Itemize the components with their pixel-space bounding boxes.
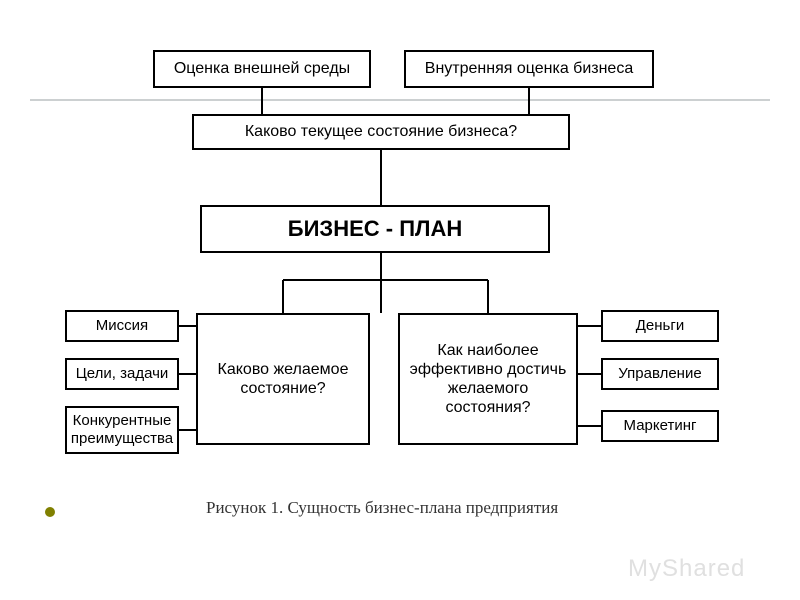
figure-caption: Рисунок 1. Сущность бизнес-плана предпри… xyxy=(206,498,558,518)
slide-bullet-icon xyxy=(45,507,55,517)
node-external-assessment: Оценка внешней среды xyxy=(153,50,371,88)
node-competitive-advantage: Конкурентные преимущества xyxy=(65,406,179,454)
node-marketing: Маркетинг xyxy=(601,410,719,442)
node-desired-state: Каково желаемое состояние? xyxy=(196,313,370,445)
node-how-achieve: Как наиболее эффективно достичь желаемог… xyxy=(398,313,578,445)
node-business-plan: БИЗНЕС - ПЛАН xyxy=(200,205,550,253)
watermark-text: MyShared xyxy=(628,555,745,583)
node-money: Деньги xyxy=(601,310,719,342)
node-internal-assessment: Внутренняя оценка бизнеса xyxy=(404,50,654,88)
node-management: Управление xyxy=(601,358,719,390)
node-goals: Цели, задачи xyxy=(65,358,179,390)
node-current-state: Каково текущее состояние бизнеса? xyxy=(192,114,570,150)
node-mission: Миссия xyxy=(65,310,179,342)
